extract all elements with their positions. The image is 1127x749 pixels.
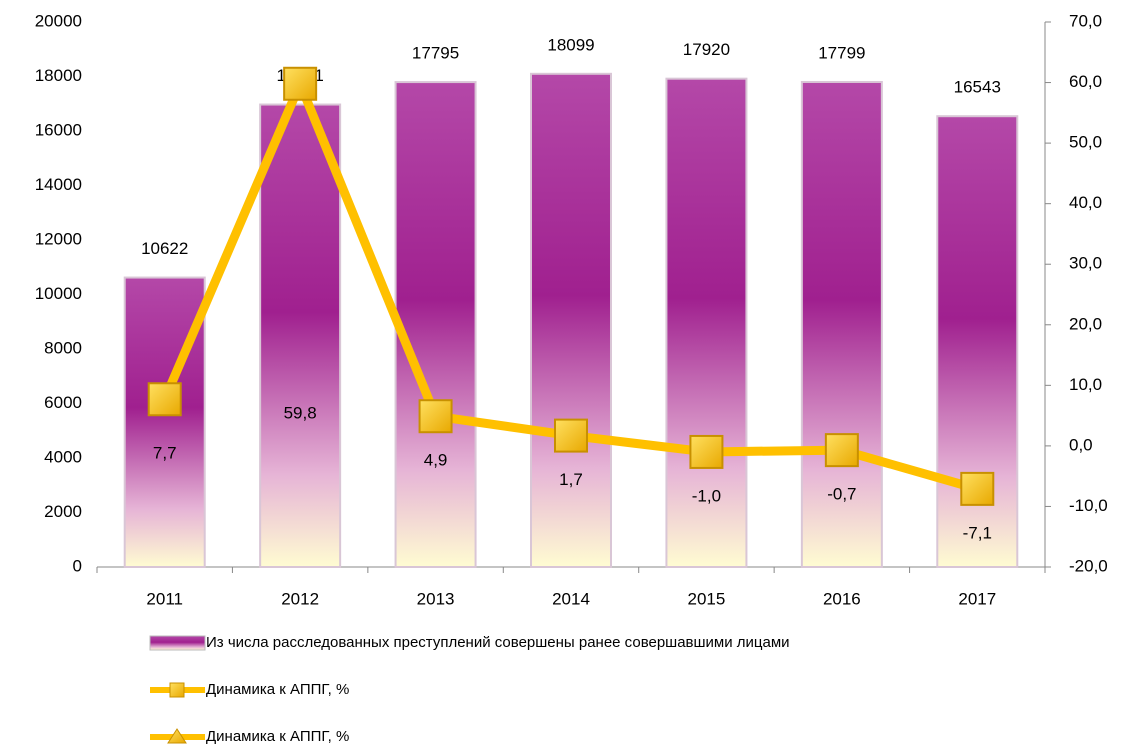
legend-label: Динамика к АППГ, % <box>206 728 349 745</box>
line-marker <box>689 434 724 469</box>
line-marker <box>147 382 182 417</box>
bar <box>665 77 748 569</box>
legend-swatch <box>149 635 206 651</box>
line-value-label: 59,8 <box>284 403 317 422</box>
line-marker <box>418 399 453 434</box>
y2-tick-label: 70,0 <box>1069 11 1102 30</box>
x-tick-label: 2011 <box>146 589 183 608</box>
bar <box>394 81 477 569</box>
bar-value-label: 16543 <box>954 78 1001 97</box>
bar <box>800 80 883 568</box>
legend-marker <box>167 728 187 744</box>
line-marker <box>960 471 995 506</box>
y-tick-label: 20000 <box>35 11 82 30</box>
x-tick-label: 2012 <box>281 589 319 608</box>
line-value-label: 4,9 <box>424 451 448 470</box>
y2-tick-label: 50,0 <box>1069 133 1102 152</box>
line-value-label: -7,1 <box>963 523 992 542</box>
bar-value-label: 10622 <box>141 239 188 258</box>
legend-label: Из числа расследованных преступлений сов… <box>206 634 790 651</box>
y2-tick-label: 20,0 <box>1069 314 1102 333</box>
legend-label: Динамика к АППГ, % <box>206 681 349 698</box>
y-tick-label: 18000 <box>35 66 82 85</box>
bar-value-label: 17799 <box>818 43 865 62</box>
line-value-label: -0,7 <box>827 485 856 504</box>
y2-tick-label: 60,0 <box>1069 72 1102 91</box>
bar-value-label: 17920 <box>683 40 730 59</box>
y2-tick-label: -20,0 <box>1069 556 1108 575</box>
x-tick-label: 2017 <box>958 589 996 608</box>
bar-value-label: 17795 <box>412 44 459 63</box>
legend-marker <box>169 682 185 698</box>
bar <box>123 276 206 568</box>
x-tick-label: 2013 <box>417 589 455 608</box>
x-tick-label: 2016 <box>823 589 861 608</box>
y2-tick-label: 40,0 <box>1069 193 1102 212</box>
y2-tick-label: 10,0 <box>1069 375 1102 394</box>
line-value-label: 7,7 <box>153 444 177 463</box>
y-tick-label: 2000 <box>44 502 82 521</box>
bar <box>259 103 342 568</box>
x-tick-label: 2014 <box>552 589 590 608</box>
line-marker <box>554 418 588 453</box>
x-tick-label: 2015 <box>688 589 726 608</box>
line-value-label: -1,0 <box>692 486 721 505</box>
y-tick-label: 14000 <box>35 175 82 194</box>
line-value-label: 1,7 <box>559 470 583 489</box>
line-marker <box>283 66 318 101</box>
y-tick-label: 10000 <box>35 284 82 303</box>
y-tick-label: 8000 <box>44 338 82 357</box>
bar <box>530 72 612 568</box>
y2-tick-label: 30,0 <box>1069 254 1102 273</box>
bar-value-label: 18099 <box>547 35 594 54</box>
y2-tick-label: -10,0 <box>1069 496 1108 515</box>
y-tick-label: 6000 <box>44 393 82 412</box>
y-tick-label: 16000 <box>35 120 82 139</box>
y-tick-label: 4000 <box>44 447 82 466</box>
line-marker <box>824 433 859 468</box>
y-tick-label: 12000 <box>35 229 82 248</box>
y-tick-label: 0 <box>73 556 82 575</box>
y2-tick-label: 0,0 <box>1069 435 1093 454</box>
